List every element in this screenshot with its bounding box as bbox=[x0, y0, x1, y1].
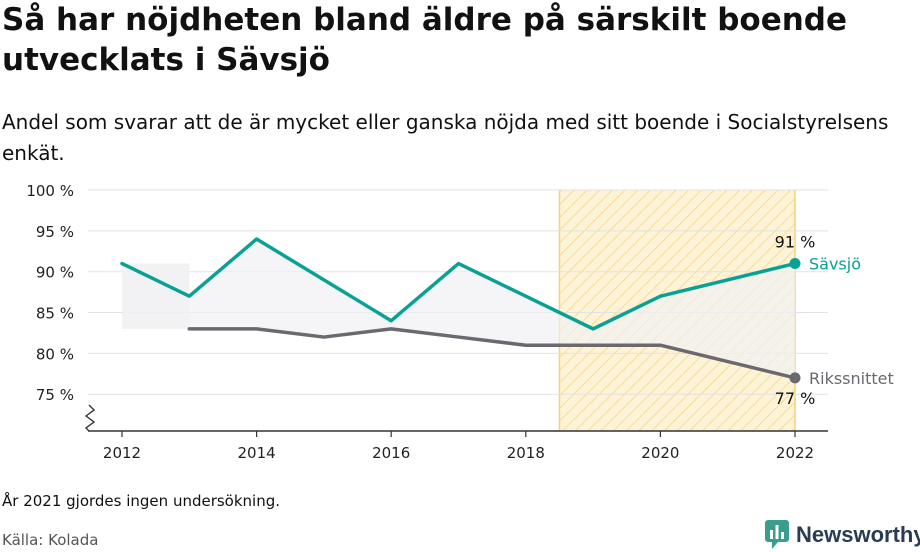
y-tick-label: 90 % bbox=[36, 264, 74, 282]
y-tick-label: 85 % bbox=[36, 305, 74, 323]
y-tick-label: 75 % bbox=[36, 386, 74, 404]
line-chart: 75 % 80 % 85 % 90 % 95 % 100 % 2012 2014 2016 20… bbox=[26, 182, 894, 462]
gap-band bbox=[189, 239, 796, 378]
axis-break-icon bbox=[84, 404, 96, 432]
y-tick-label: 100 % bbox=[26, 182, 74, 200]
y-tick-label: 95 % bbox=[36, 223, 74, 241]
chart-subtitle: Andel som svarar att de är mycket eller … bbox=[2, 110, 889, 165]
x-tick-label: 2020 bbox=[641, 444, 679, 462]
x-tick-label: 2016 bbox=[372, 444, 410, 462]
gap-band bbox=[122, 263, 190, 329]
x-tick-label: 2018 bbox=[507, 444, 545, 462]
chart-title: Så har nöjdheten bland äldre på särskilt… bbox=[2, 2, 848, 78]
y-tick-label: 80 % bbox=[36, 345, 74, 363]
x-tick-label: 2012 bbox=[103, 444, 141, 462]
series-end-point bbox=[789, 372, 801, 384]
footnote: År 2021 gjordes ingen undersökning. bbox=[2, 492, 281, 510]
series-end-point bbox=[789, 258, 801, 270]
series-label: Sävsjö bbox=[809, 255, 861, 274]
source-label: Källa: Kolada bbox=[2, 531, 99, 549]
series-line-savsjo bbox=[120, 237, 797, 331]
x-tick-label: 2014 bbox=[238, 444, 276, 462]
newsworthy-logo-icon bbox=[765, 520, 789, 549]
brand-logo: Newsworthy bbox=[764, 519, 920, 551]
x-tick-label: 2022 bbox=[776, 444, 814, 462]
data-label: 77 % bbox=[775, 389, 816, 408]
brand-name: Newsworthy bbox=[796, 522, 920, 547]
series-line-rikssnittet bbox=[187, 327, 797, 380]
series-label: Rikssnittet bbox=[809, 369, 894, 388]
data-label: 91 % bbox=[775, 233, 816, 252]
